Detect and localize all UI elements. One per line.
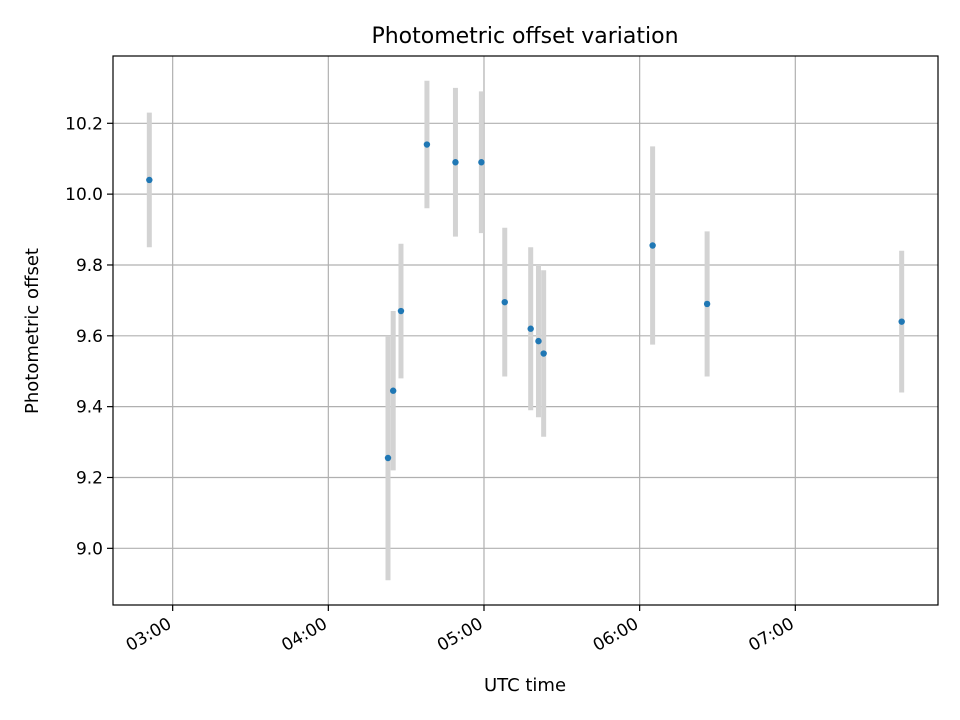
data-point [397, 307, 405, 315]
y-axis-label: Photometric offset [22, 248, 43, 414]
data-point [501, 298, 508, 306]
y-tick-label: 9.6 [76, 327, 103, 347]
data-point [898, 318, 905, 325]
chart-title: Photometric offset variation [371, 24, 678, 49]
data-points [146, 141, 905, 462]
y-tick-label: 10.0 [65, 185, 103, 205]
y-axis-ticks: 9.0 9.2 9.4 9.6 9.8 10.0 10.2 [65, 114, 113, 559]
y-tick-label: 9.0 [76, 539, 103, 559]
data-point [146, 176, 153, 184]
y-tick-label: 9.8 [76, 256, 103, 276]
y-tick-label: 10.2 [65, 114, 103, 134]
data-point [384, 454, 392, 462]
data-point [389, 387, 397, 394]
data-point [527, 325, 534, 332]
data-point [423, 141, 431, 148]
x-axis-label: UTC time [484, 675, 566, 696]
grid [113, 56, 938, 605]
data-point [540, 350, 547, 357]
data-point [478, 159, 485, 166]
data-point [703, 300, 711, 308]
data-point [649, 242, 656, 249]
y-tick-label: 9.2 [76, 468, 103, 488]
plot-frame [112, 55, 939, 606]
data-point [535, 337, 542, 345]
y-tick-label: 9.4 [76, 398, 103, 418]
data-point [452, 159, 459, 166]
